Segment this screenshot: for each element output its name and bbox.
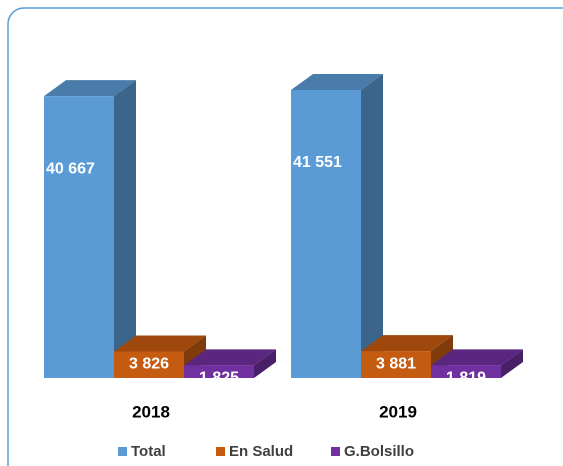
x-tick-label: 2018 — [132, 402, 170, 421]
bar-side — [254, 349, 276, 378]
bar — [114, 351, 184, 378]
bar — [361, 351, 431, 378]
bar-top — [114, 335, 206, 352]
value-label: 41 551 — [293, 154, 342, 171]
value-label: 1 819 — [446, 370, 486, 387]
bar — [44, 96, 114, 378]
bar-top — [431, 349, 523, 366]
value-label: 3 826 — [129, 356, 169, 373]
legend-label: Total — [131, 443, 166, 460]
bar — [431, 365, 501, 378]
value-label: 1 825 — [199, 370, 239, 387]
legend-label: G.Bolsillo — [344, 443, 414, 460]
value-label: 40 667 — [46, 160, 95, 177]
bar-top — [361, 335, 453, 352]
bar-side — [501, 349, 523, 378]
legend-label: En Salud — [229, 443, 293, 460]
legend-swatch — [331, 447, 340, 456]
x-tick-label: 2019 — [379, 402, 417, 421]
legend-swatch — [216, 447, 225, 456]
bar-side — [361, 74, 383, 378]
bar-top — [44, 80, 136, 97]
value-label: 3 881 — [376, 355, 416, 372]
legend-swatch — [118, 447, 127, 456]
bar — [184, 365, 254, 378]
bar-side — [114, 80, 136, 378]
bar-top — [184, 349, 276, 366]
bar — [291, 90, 361, 378]
bar-top — [291, 74, 383, 90]
